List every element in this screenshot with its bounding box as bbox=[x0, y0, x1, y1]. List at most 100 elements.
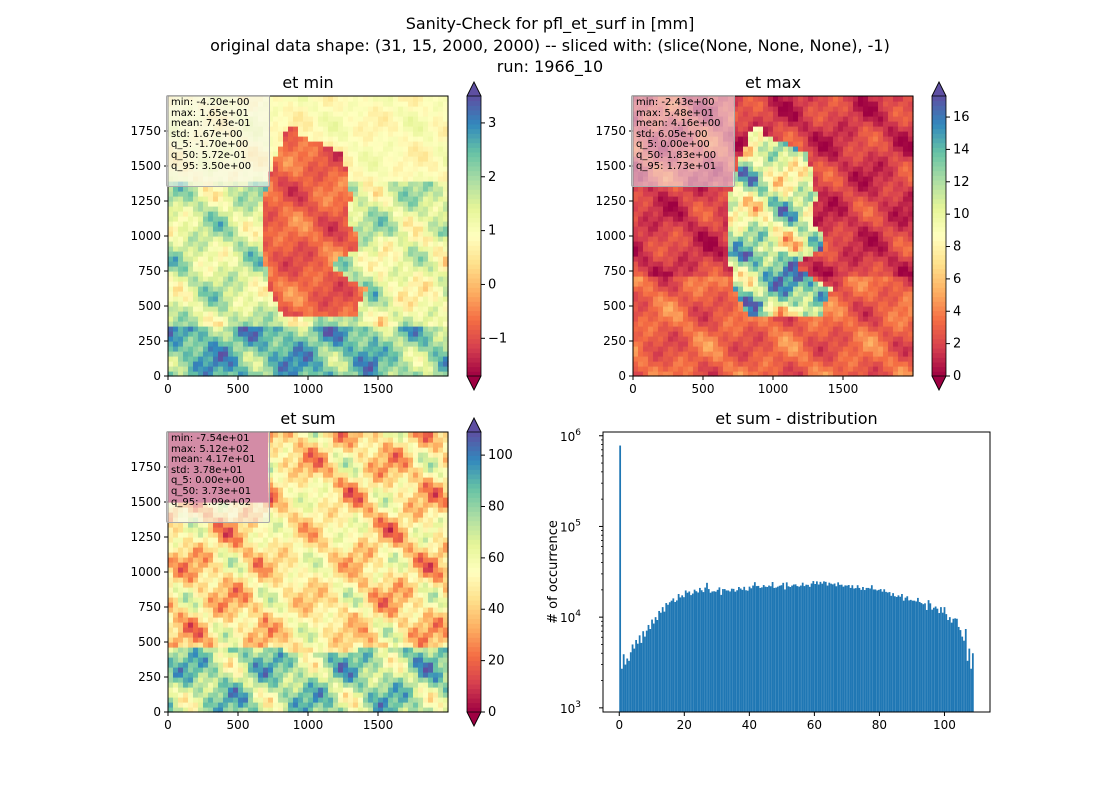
heatmap-cell bbox=[783, 101, 789, 107]
heatmap-cell bbox=[438, 361, 444, 367]
heatmap-cell bbox=[273, 176, 279, 182]
heatmap-cell bbox=[373, 251, 379, 257]
heatmap-cell bbox=[403, 276, 409, 282]
heatmap-cell bbox=[733, 356, 739, 362]
heatmap-cell bbox=[733, 266, 739, 272]
heatmap-cell bbox=[763, 221, 769, 227]
heatmap-cell bbox=[343, 301, 349, 307]
heatmap-cell bbox=[253, 216, 259, 222]
heatmap-cell bbox=[418, 326, 424, 332]
heatmap-cell bbox=[258, 246, 264, 252]
heatmap-cell bbox=[203, 301, 209, 307]
heatmap-cell bbox=[443, 321, 449, 327]
heatmap-cell bbox=[653, 186, 659, 192]
heatmap-cell bbox=[738, 266, 744, 272]
heatmap-cell bbox=[718, 306, 724, 312]
heatmap-cell bbox=[778, 191, 784, 197]
heatmap-cell bbox=[173, 211, 179, 217]
heatmap-cell bbox=[248, 281, 254, 287]
heatmap-cell bbox=[243, 371, 249, 377]
heatmap-cell bbox=[263, 296, 269, 302]
heatmap-cell bbox=[213, 371, 219, 377]
heatmap-cell bbox=[743, 201, 749, 207]
heatmap-cell bbox=[293, 136, 299, 142]
heatmap-cell bbox=[413, 251, 419, 257]
heatmap-cell bbox=[428, 191, 434, 197]
heatmap-cell bbox=[748, 296, 754, 302]
heatmap-cell bbox=[308, 96, 314, 102]
heatmap-cell bbox=[443, 156, 449, 162]
heatmap-cell bbox=[733, 331, 739, 337]
heatmap-cell bbox=[208, 346, 214, 352]
heatmap-cell bbox=[758, 251, 764, 257]
heatmap-cell bbox=[378, 276, 384, 282]
heatmap-cell bbox=[288, 341, 294, 347]
heatmap-cell bbox=[713, 366, 719, 372]
heatmap-cell bbox=[428, 311, 434, 317]
heatmap-cell bbox=[688, 286, 694, 292]
heatmap-cell bbox=[293, 191, 299, 197]
heatmap-cell bbox=[283, 226, 289, 232]
heatmap-cell bbox=[733, 176, 739, 182]
heatmap-cell bbox=[328, 336, 334, 342]
heatmap-cell bbox=[293, 321, 299, 327]
heatmap-cell bbox=[308, 116, 314, 122]
heatmap-cell bbox=[393, 326, 399, 332]
heatmap-cell bbox=[403, 226, 409, 232]
colorbar-outline bbox=[466, 81, 482, 391]
heatmap-cell bbox=[203, 186, 209, 192]
heatmap-cell bbox=[253, 226, 259, 232]
heatmap-cell bbox=[338, 331, 344, 337]
heatmap-cell bbox=[658, 361, 664, 367]
heatmap-cell bbox=[738, 111, 744, 117]
heatmap-cell bbox=[768, 236, 774, 242]
heatmap-cell bbox=[173, 226, 179, 232]
heatmap-cell bbox=[638, 241, 644, 247]
heatmap-cell bbox=[318, 146, 324, 152]
heatmap-cell bbox=[353, 186, 359, 192]
heatmap-cell bbox=[233, 326, 239, 332]
heatmap-cell bbox=[388, 216, 394, 222]
heatmap-cell bbox=[658, 231, 664, 237]
heatmap-cell bbox=[303, 241, 309, 247]
heatmap-cell bbox=[368, 256, 374, 262]
heatmap-cell bbox=[678, 231, 684, 237]
heatmap-cell bbox=[283, 251, 289, 257]
heatmap-cell bbox=[413, 321, 419, 327]
heatmap-cell bbox=[243, 186, 249, 192]
heatmap-cell bbox=[733, 371, 739, 377]
heatmap-cell bbox=[783, 286, 789, 292]
heatmap-cell bbox=[353, 271, 359, 277]
heatmap-cell bbox=[413, 356, 419, 362]
heatmap-cell bbox=[698, 241, 704, 247]
heatmap-cell bbox=[178, 281, 184, 287]
heatmap-cell bbox=[758, 186, 764, 192]
heatmap-cell bbox=[268, 271, 274, 277]
heatmap-cell bbox=[328, 281, 334, 287]
heatmap-cell bbox=[348, 116, 354, 122]
heatmap-cell bbox=[308, 141, 314, 147]
heatmap-cell bbox=[758, 206, 764, 212]
heatmap-cell bbox=[763, 141, 769, 147]
heatmap-cell bbox=[303, 206, 309, 212]
heatmap-cell bbox=[413, 281, 419, 287]
heatmap-cell bbox=[713, 246, 719, 252]
heatmap-cell bbox=[178, 206, 184, 212]
heatmap-cell bbox=[773, 351, 779, 357]
colorbar-segment bbox=[467, 194, 481, 200]
heatmap-cell bbox=[633, 341, 639, 347]
heatmap-cell bbox=[423, 166, 429, 172]
heatmap-cell bbox=[268, 206, 274, 212]
heatmap-cell bbox=[283, 361, 289, 367]
heatmap-cell bbox=[683, 271, 689, 277]
heatmap-cell bbox=[673, 331, 679, 337]
colorbar-segment bbox=[467, 105, 481, 111]
colorbar-segment bbox=[467, 320, 481, 326]
heatmap-cell bbox=[673, 321, 679, 327]
heatmap-cell bbox=[648, 256, 654, 262]
heatmap-cell bbox=[783, 141, 789, 147]
heatmap-cell bbox=[233, 196, 239, 202]
heatmap-cell bbox=[218, 281, 224, 287]
heatmap-cell bbox=[358, 96, 364, 102]
heatmap-cell bbox=[383, 251, 389, 257]
